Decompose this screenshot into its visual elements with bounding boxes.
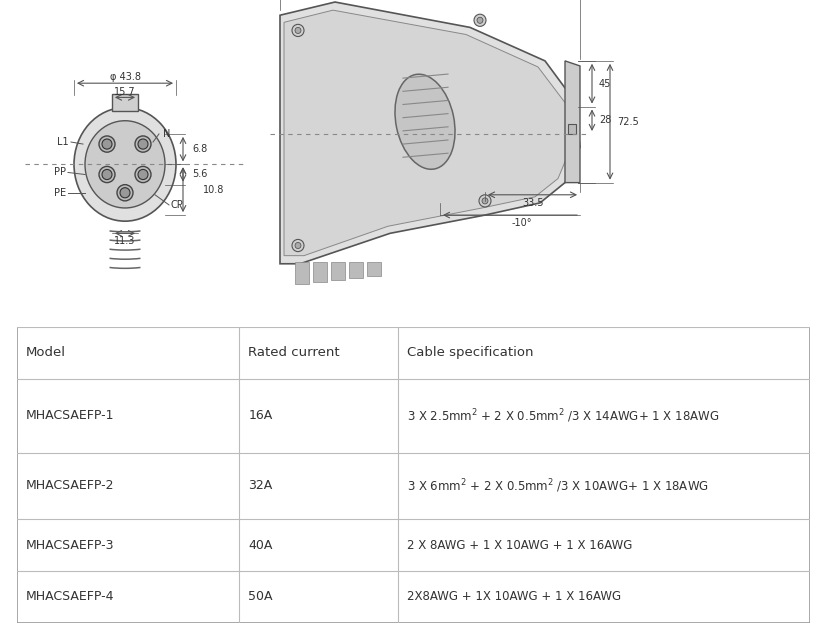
Text: Cable specification: Cable specification — [407, 347, 533, 359]
Bar — [367, 262, 381, 276]
Circle shape — [477, 17, 483, 23]
Text: 10.8: 10.8 — [203, 185, 224, 195]
Text: PP: PP — [54, 167, 66, 177]
Circle shape — [295, 28, 301, 33]
Text: MHACSAEFP-1: MHACSAEFP-1 — [26, 409, 115, 422]
Circle shape — [99, 136, 115, 152]
Circle shape — [102, 139, 112, 149]
Text: 2X8AWG + 1X 10AWG + 1 X 16AWG: 2X8AWG + 1X 10AWG + 1 X 16AWG — [407, 591, 621, 603]
Text: 5.6: 5.6 — [192, 169, 208, 179]
Circle shape — [292, 240, 304, 252]
Bar — [568, 124, 576, 134]
Ellipse shape — [395, 74, 455, 169]
Circle shape — [138, 139, 148, 149]
Text: 50A: 50A — [248, 591, 273, 603]
Text: N: N — [163, 129, 170, 139]
Bar — [295, 262, 309, 284]
Text: 32A: 32A — [248, 479, 273, 493]
Circle shape — [120, 187, 130, 198]
Bar — [331, 262, 345, 280]
Text: L1: L1 — [57, 137, 69, 147]
Circle shape — [102, 169, 112, 179]
Circle shape — [295, 242, 301, 248]
Circle shape — [479, 195, 491, 207]
Ellipse shape — [74, 108, 176, 221]
Circle shape — [99, 167, 115, 182]
Text: 2 X 8AWG + 1 X 10AWG + 1 X 16AWG: 2 X 8AWG + 1 X 10AWG + 1 X 16AWG — [407, 538, 633, 552]
Bar — [313, 262, 327, 282]
Circle shape — [135, 136, 151, 152]
Text: CP: CP — [170, 200, 184, 210]
Text: MHACSAEFP-3: MHACSAEFP-3 — [26, 538, 115, 552]
Text: 16A: 16A — [248, 409, 273, 422]
Text: 6.8: 6.8 — [192, 144, 208, 154]
Polygon shape — [280, 2, 580, 264]
Circle shape — [117, 185, 133, 201]
Ellipse shape — [85, 121, 165, 208]
Text: 11.3: 11.3 — [114, 237, 136, 247]
Circle shape — [138, 169, 148, 179]
Text: 3 X 6mm$^2$ + 2 X 0.5mm$^2$ /3 X 10AWG+ 1 X 18AWG: 3 X 6mm$^2$ + 2 X 0.5mm$^2$ /3 X 10AWG+ … — [407, 477, 709, 495]
Text: φ 43.8: φ 43.8 — [109, 72, 141, 82]
Text: Rated current: Rated current — [248, 347, 340, 359]
Text: 45: 45 — [599, 79, 611, 89]
Polygon shape — [565, 61, 580, 182]
Circle shape — [482, 198, 488, 204]
Text: Model: Model — [26, 347, 66, 359]
Text: MHACSAEFP-4: MHACSAEFP-4 — [26, 591, 115, 603]
Text: 33.5: 33.5 — [522, 198, 543, 208]
Polygon shape — [284, 10, 572, 255]
Bar — [349, 262, 363, 278]
Text: 28: 28 — [599, 114, 611, 125]
Text: -10°: -10° — [512, 218, 533, 228]
Circle shape — [292, 25, 304, 36]
Text: 72.5: 72.5 — [617, 117, 638, 126]
Circle shape — [474, 14, 486, 26]
Text: PE: PE — [54, 188, 66, 198]
Text: 3 X 2.5mm$^2$ + 2 X 0.5mm$^2$ /3 X 14AWG+ 1 X 18AWG: 3 X 2.5mm$^2$ + 2 X 0.5mm$^2$ /3 X 14AWG… — [407, 407, 719, 425]
Circle shape — [135, 167, 151, 182]
Text: MHACSAEFP-2: MHACSAEFP-2 — [26, 479, 115, 493]
Bar — [112, 94, 138, 111]
Text: 40A: 40A — [248, 538, 273, 552]
Text: 15.7: 15.7 — [114, 87, 136, 97]
